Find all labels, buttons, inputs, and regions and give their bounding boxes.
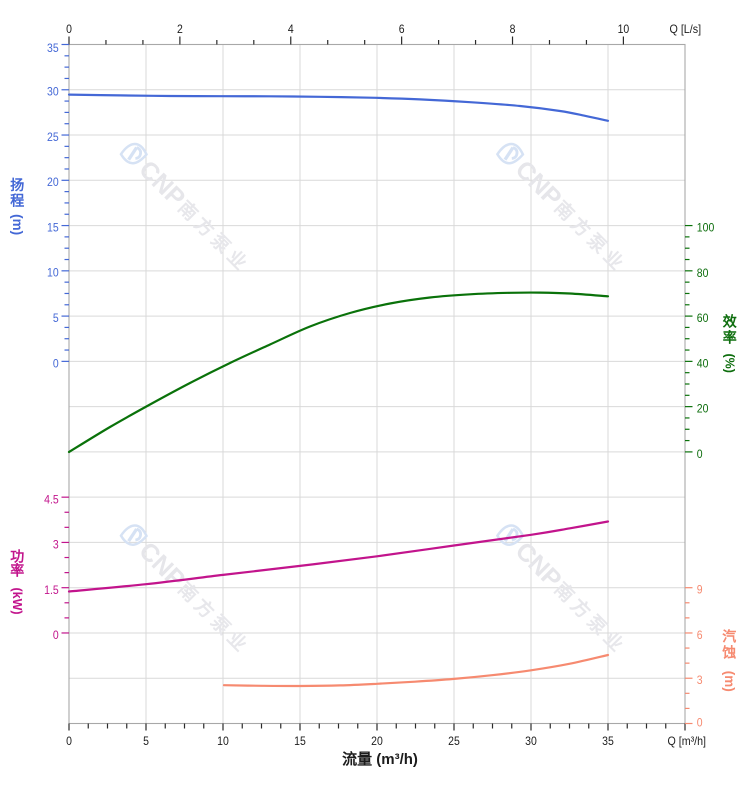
svg-text:(m): (m) <box>10 214 25 235</box>
svg-text:2: 2 <box>177 22 183 36</box>
svg-text:3: 3 <box>697 673 703 687</box>
svg-text:1.5: 1.5 <box>44 583 59 597</box>
svg-text:10: 10 <box>217 734 229 748</box>
svg-text:0: 0 <box>66 22 72 36</box>
svg-text:20: 20 <box>371 734 383 748</box>
svg-text:25: 25 <box>448 734 460 748</box>
svg-text:蚀: 蚀 <box>721 644 736 660</box>
svg-text:35: 35 <box>602 734 614 748</box>
svg-text:20: 20 <box>47 175 59 189</box>
svg-text:3: 3 <box>53 538 59 552</box>
svg-text:100: 100 <box>697 221 715 235</box>
svg-text:9: 9 <box>697 583 703 597</box>
svg-text:效: 效 <box>723 314 738 330</box>
svg-text:功: 功 <box>10 548 24 564</box>
svg-text:率: 率 <box>10 563 24 579</box>
svg-text:Q [m³/h]: Q [m³/h] <box>668 734 707 748</box>
svg-text:(kW): (kW) <box>10 587 24 614</box>
svg-text:30: 30 <box>525 734 537 748</box>
svg-text:(%): (%) <box>722 353 736 372</box>
svg-text:5: 5 <box>143 734 149 748</box>
svg-text:15: 15 <box>47 220 59 234</box>
svg-text:流量 (m³/h): 流量 (m³/h) <box>342 750 418 768</box>
svg-text:8: 8 <box>510 22 516 36</box>
svg-text:30: 30 <box>47 85 59 99</box>
svg-text:Q [L/s]: Q [L/s] <box>670 22 702 36</box>
svg-text:60: 60 <box>697 311 709 325</box>
svg-text:10: 10 <box>618 22 630 36</box>
svg-text:程: 程 <box>10 192 24 208</box>
svg-text:6: 6 <box>697 628 703 642</box>
svg-text:汽: 汽 <box>722 629 736 645</box>
svg-text:6: 6 <box>399 22 405 36</box>
svg-text:扬: 扬 <box>10 177 24 193</box>
svg-text:40: 40 <box>697 356 709 370</box>
svg-text:25: 25 <box>47 130 59 144</box>
svg-text:35: 35 <box>47 41 59 55</box>
svg-text:4.5: 4.5 <box>44 492 59 506</box>
svg-text:0: 0 <box>53 628 59 642</box>
svg-text:(m): (m) <box>722 671 737 692</box>
svg-text:0: 0 <box>697 715 703 729</box>
svg-text:80: 80 <box>697 266 709 280</box>
svg-text:0: 0 <box>697 447 703 461</box>
svg-text:0: 0 <box>53 356 59 370</box>
svg-text:5: 5 <box>53 311 59 325</box>
svg-text:0: 0 <box>66 734 72 748</box>
svg-text:率: 率 <box>723 329 737 345</box>
svg-text:4: 4 <box>288 22 294 36</box>
svg-text:10: 10 <box>47 266 59 280</box>
svg-text:20: 20 <box>697 402 709 416</box>
svg-text:15: 15 <box>294 734 306 748</box>
